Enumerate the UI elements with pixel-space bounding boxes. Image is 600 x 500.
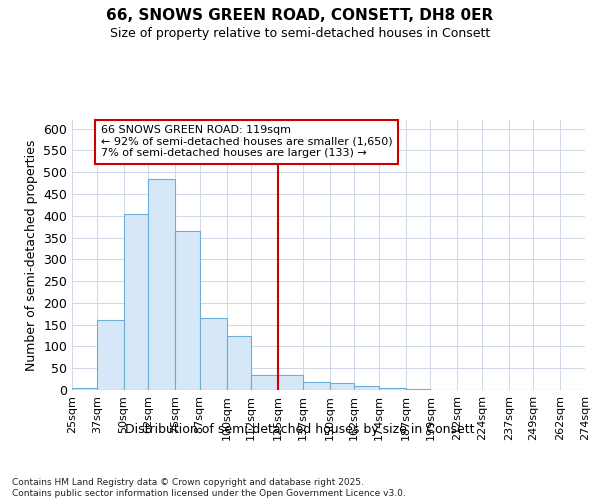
Bar	[303, 382, 329, 390]
Y-axis label: Number of semi-detached properties: Number of semi-detached properties	[25, 140, 38, 370]
Bar	[354, 386, 379, 390]
Bar	[72, 388, 97, 390]
Text: Size of property relative to semi-detached houses in Consett: Size of property relative to semi-detach…	[110, 28, 490, 40]
Text: Contains HM Land Registry data © Crown copyright and database right 2025.
Contai: Contains HM Land Registry data © Crown c…	[12, 478, 406, 498]
Bar	[200, 318, 227, 390]
Bar	[251, 375, 278, 390]
Text: 66, SNOWS GREEN ROAD, CONSETT, DH8 0ER: 66, SNOWS GREEN ROAD, CONSETT, DH8 0ER	[106, 8, 494, 22]
Bar	[124, 214, 148, 390]
Bar	[148, 179, 175, 390]
Bar	[97, 320, 124, 390]
Bar	[227, 336, 251, 390]
Bar	[175, 231, 200, 390]
Bar	[379, 388, 406, 390]
Bar	[329, 384, 354, 390]
Bar	[278, 375, 303, 390]
Bar	[406, 388, 430, 390]
Text: 66 SNOWS GREEN ROAD: 119sqm
← 92% of semi-detached houses are smaller (1,650)
7%: 66 SNOWS GREEN ROAD: 119sqm ← 92% of sem…	[101, 125, 392, 158]
Text: Distribution of semi-detached houses by size in Consett: Distribution of semi-detached houses by …	[125, 422, 475, 436]
